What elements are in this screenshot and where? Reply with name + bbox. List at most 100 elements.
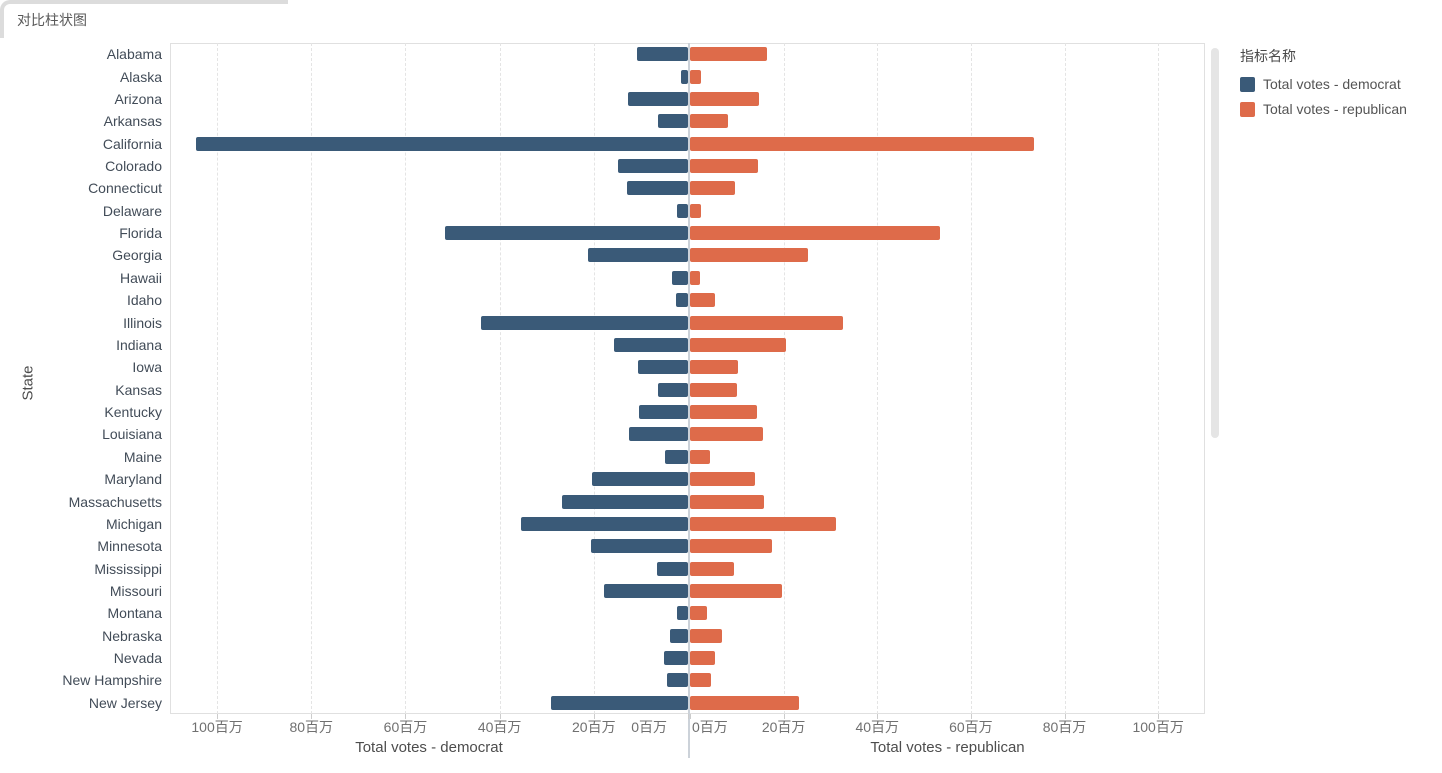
y-axis-category-label: Louisiana (102, 426, 162, 443)
republican-bar[interactable] (690, 114, 728, 129)
democrat-bar[interactable] (666, 673, 688, 688)
x-tick-label: 80百万 (1042, 719, 1087, 735)
axis-tick (217, 714, 219, 719)
republican-bar[interactable] (690, 427, 763, 442)
republican-bar[interactable] (690, 539, 773, 554)
axis-tick (688, 714, 689, 719)
democrat-bar[interactable] (657, 114, 688, 129)
republican-bar[interactable] (690, 628, 722, 643)
republican-bar[interactable] (690, 248, 808, 263)
republican-bar[interactable] (690, 561, 735, 576)
x-axis-title-democrat: Total votes - democrat (355, 739, 503, 756)
x-tick-label: 100百万 (191, 719, 243, 735)
axis-tick (877, 714, 879, 719)
y-axis-category-label: Massachusetts (68, 493, 162, 510)
republican-bar[interactable] (690, 226, 941, 241)
y-axis-category-label: Maryland (104, 471, 162, 488)
y-axis-category-label: California (102, 135, 162, 152)
gridline (217, 43, 219, 714)
democrat-bar[interactable] (628, 427, 688, 442)
republican-bar[interactable] (690, 47, 768, 62)
x-tick-label: 60百万 (949, 719, 993, 735)
x-tick-label: 40百万 (477, 719, 522, 735)
democrat-bar[interactable] (592, 472, 688, 487)
republican-bar[interactable] (690, 270, 700, 285)
democrat-bar[interactable] (671, 270, 688, 285)
x-tick-label: 20百万 (572, 719, 616, 735)
y-axis-category-label: Arizona (114, 90, 162, 107)
democrat-bar[interactable] (663, 651, 688, 666)
republican-bar[interactable] (690, 136, 1035, 151)
gridline (877, 43, 879, 714)
democrat-bar[interactable] (669, 628, 688, 643)
republican-bar[interactable] (690, 651, 715, 666)
republican-bar[interactable] (690, 360, 738, 375)
democrat-bar[interactable] (195, 136, 688, 151)
republican-bar[interactable] (690, 695, 800, 710)
legend-item-republican[interactable]: Total votes - republican (1240, 101, 1440, 117)
x-tick-label: 80百万 (289, 719, 334, 735)
legend-title: 指标名称 (1240, 48, 1296, 64)
republican-bar[interactable] (690, 69, 701, 84)
republican-bar[interactable] (690, 606, 707, 621)
y-axis-category-label: Georgia (112, 247, 162, 264)
republican-bar[interactable] (690, 673, 711, 688)
democrat-bar[interactable] (628, 91, 688, 106)
x-tick-label: 40百万 (855, 719, 900, 735)
democrat-bar[interactable] (657, 382, 688, 397)
democrat-bar[interactable] (561, 494, 688, 509)
democrat-bar[interactable] (676, 606, 688, 621)
republican-bar[interactable] (690, 405, 758, 420)
y-axis-category-label: Connecticut (88, 180, 162, 197)
democrat-bar[interactable] (639, 405, 688, 420)
democrat-bar[interactable] (445, 226, 688, 241)
democrat-bar[interactable] (637, 360, 688, 375)
x-tick-label: 100百万 (1132, 719, 1184, 735)
democrat-bar[interactable] (627, 181, 688, 196)
democrat-bar[interactable] (480, 315, 688, 330)
republican-bar[interactable] (690, 159, 759, 174)
gridline (593, 43, 595, 714)
democrat-bar[interactable] (664, 449, 688, 464)
y-axis-category-label: Nevada (113, 650, 162, 667)
republican-bar[interactable] (690, 472, 755, 487)
democrat-bar[interactable] (604, 583, 688, 598)
axis-tick (593, 714, 595, 719)
y-axis-category-label: Missouri (109, 582, 162, 599)
gridline (783, 43, 785, 714)
y-axis-category-label: Florida (119, 225, 162, 242)
democrat-bar[interactable] (636, 47, 688, 62)
y-axis-category-label: Indiana (116, 336, 162, 353)
y-axis-category-label: Iowa (132, 359, 162, 376)
democrat-bar[interactable] (550, 695, 688, 710)
democrat-bar[interactable] (520, 516, 688, 531)
democrat-bar[interactable] (588, 248, 688, 263)
republican-bar[interactable] (690, 516, 836, 531)
republican-bar[interactable] (690, 449, 710, 464)
axis-tick (690, 714, 691, 719)
y-axis-category-label: New Hampshire (62, 672, 162, 689)
republican-bar[interactable] (690, 293, 715, 308)
democrat-bar[interactable] (618, 159, 688, 174)
chart-title: 对比柱状图 (17, 12, 87, 28)
vertical-scrollbar-thumb[interactable] (1211, 48, 1219, 438)
democrat-bar[interactable] (613, 337, 688, 352)
democrat-bar[interactable] (676, 203, 688, 218)
democrat-bar[interactable] (680, 69, 688, 84)
republican-swatch-icon (1240, 101, 1255, 117)
card-corner-decoration (0, 0, 288, 38)
republican-bar[interactable] (690, 337, 787, 352)
republican-bar[interactable] (690, 181, 736, 196)
axis-tick (311, 714, 313, 719)
y-axis-category-label: Kentucky (104, 404, 162, 421)
republican-bar[interactable] (690, 382, 737, 397)
republican-bar[interactable] (690, 583, 783, 598)
legend-item-democrat[interactable]: Total votes - democrat (1240, 76, 1440, 92)
republican-bar[interactable] (690, 494, 765, 509)
republican-bar[interactable] (690, 91, 759, 106)
democrat-bar[interactable] (675, 293, 688, 308)
democrat-bar[interactable] (591, 539, 688, 554)
republican-bar[interactable] (690, 315, 844, 330)
republican-bar[interactable] (690, 203, 701, 218)
democrat-bar[interactable] (656, 561, 688, 576)
